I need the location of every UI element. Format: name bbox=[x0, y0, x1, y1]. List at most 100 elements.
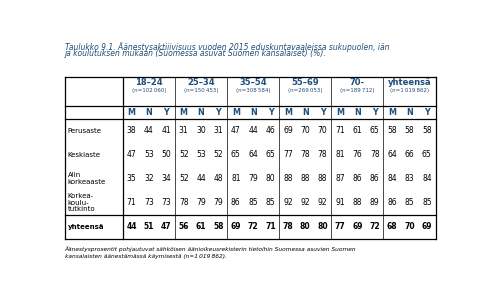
Text: 88: 88 bbox=[353, 198, 362, 207]
Text: N: N bbox=[354, 108, 361, 117]
Text: 47: 47 bbox=[161, 222, 172, 231]
Text: 30: 30 bbox=[196, 126, 206, 135]
Text: 73: 73 bbox=[144, 198, 154, 207]
Text: 31: 31 bbox=[179, 126, 189, 135]
Text: 70: 70 bbox=[318, 126, 328, 135]
Text: 68: 68 bbox=[387, 222, 398, 231]
Text: 32: 32 bbox=[144, 174, 154, 183]
Text: 78: 78 bbox=[370, 150, 380, 159]
Text: 72: 72 bbox=[248, 222, 259, 231]
Text: 86: 86 bbox=[231, 198, 241, 207]
Text: Korkea-
koulu-
tutkinto: Korkea- koulu- tutkinto bbox=[68, 193, 95, 212]
Text: 52: 52 bbox=[214, 150, 223, 159]
Text: 79: 79 bbox=[213, 198, 223, 207]
Text: 65: 65 bbox=[370, 126, 380, 135]
Text: 79: 79 bbox=[196, 198, 206, 207]
Text: 58: 58 bbox=[387, 126, 397, 135]
Text: 53: 53 bbox=[144, 150, 154, 159]
Text: 41: 41 bbox=[161, 126, 171, 135]
Text: (n=1 019 862): (n=1 019 862) bbox=[390, 88, 429, 93]
Text: 77: 77 bbox=[335, 222, 346, 231]
Text: 69: 69 bbox=[352, 222, 363, 231]
Text: 44: 44 bbox=[144, 126, 154, 135]
Text: 70: 70 bbox=[300, 126, 310, 135]
Text: 51: 51 bbox=[144, 222, 154, 231]
Text: ja koulutuksen mukaan (Suomessa asuvat Suomen kansalaiset) (%).: ja koulutuksen mukaan (Suomessa asuvat S… bbox=[65, 49, 326, 58]
Text: 85: 85 bbox=[422, 198, 432, 207]
Text: 81: 81 bbox=[231, 174, 241, 183]
Text: 79: 79 bbox=[248, 174, 258, 183]
Text: 58: 58 bbox=[213, 222, 224, 231]
Text: N: N bbox=[406, 108, 413, 117]
Text: Perusaste: Perusaste bbox=[68, 128, 102, 134]
Text: Keskiaste: Keskiaste bbox=[68, 152, 101, 158]
Text: 34: 34 bbox=[161, 174, 171, 183]
Text: N: N bbox=[250, 108, 257, 117]
Text: 85: 85 bbox=[248, 198, 258, 207]
Text: 88: 88 bbox=[300, 174, 310, 183]
Text: N: N bbox=[146, 108, 152, 117]
Text: 70: 70 bbox=[404, 222, 415, 231]
Text: 69: 69 bbox=[230, 222, 241, 231]
Text: 86: 86 bbox=[387, 198, 397, 207]
Text: 56: 56 bbox=[178, 222, 189, 231]
Text: 52: 52 bbox=[179, 174, 189, 183]
Text: M: M bbox=[284, 108, 292, 117]
Text: Y: Y bbox=[216, 108, 221, 117]
Text: 88: 88 bbox=[318, 174, 328, 183]
Text: 86: 86 bbox=[370, 174, 380, 183]
Text: N: N bbox=[302, 108, 309, 117]
Text: 88: 88 bbox=[283, 174, 293, 183]
Text: 92: 92 bbox=[283, 198, 293, 207]
Text: 85: 85 bbox=[405, 198, 414, 207]
Text: 58: 58 bbox=[422, 126, 432, 135]
Text: yhteensä: yhteensä bbox=[388, 78, 431, 87]
Text: 78: 78 bbox=[179, 198, 189, 207]
Text: Äänestysprosentit pohjautuvat sähköisen äänioikeusrekisterin tietoihin Suomessa : Äänestysprosentit pohjautuvat sähköisen … bbox=[65, 247, 356, 259]
Text: 64: 64 bbox=[387, 150, 397, 159]
Text: 52: 52 bbox=[179, 150, 189, 159]
Text: 91: 91 bbox=[335, 198, 345, 207]
Text: 70-: 70- bbox=[350, 78, 365, 87]
Text: 78: 78 bbox=[282, 222, 293, 231]
Text: 71: 71 bbox=[127, 198, 137, 207]
Text: Alin
korkeaaste: Alin korkeaaste bbox=[68, 172, 106, 185]
Text: 35: 35 bbox=[127, 174, 137, 183]
Text: 87: 87 bbox=[335, 174, 345, 183]
Text: (n=150 453): (n=150 453) bbox=[184, 88, 218, 93]
Text: 64: 64 bbox=[248, 150, 258, 159]
Text: 84: 84 bbox=[387, 174, 397, 183]
Text: 65: 65 bbox=[266, 150, 276, 159]
Text: 69: 69 bbox=[283, 126, 293, 135]
Text: 81: 81 bbox=[335, 150, 345, 159]
Text: M: M bbox=[232, 108, 240, 117]
Text: 85: 85 bbox=[266, 198, 276, 207]
Text: M: M bbox=[388, 108, 396, 117]
Text: 58: 58 bbox=[405, 126, 414, 135]
Text: 78: 78 bbox=[318, 150, 328, 159]
Text: (n=189 712): (n=189 712) bbox=[340, 88, 375, 93]
Text: (n=308 584): (n=308 584) bbox=[236, 88, 270, 93]
Text: 35–54: 35–54 bbox=[239, 78, 267, 87]
Text: 44: 44 bbox=[196, 174, 206, 183]
Text: (n=269 053): (n=269 053) bbox=[288, 88, 323, 93]
Text: Y: Y bbox=[320, 108, 326, 117]
Text: 84: 84 bbox=[422, 174, 432, 183]
Text: Taulukko 9.1. Äänestysaktiiivisuus vuoden 2015 eduskuntavaaleissa sukupuolen, iä: Taulukko 9.1. Äänestysaktiiivisuus vuode… bbox=[65, 42, 389, 52]
Text: 72: 72 bbox=[369, 222, 380, 231]
Text: 80: 80 bbox=[317, 222, 328, 231]
Text: 80: 80 bbox=[300, 222, 311, 231]
Text: 48: 48 bbox=[214, 174, 223, 183]
Text: M: M bbox=[336, 108, 344, 117]
Text: 73: 73 bbox=[161, 198, 171, 207]
Text: 86: 86 bbox=[352, 174, 362, 183]
Text: 61: 61 bbox=[352, 126, 362, 135]
Text: 69: 69 bbox=[421, 222, 432, 231]
Text: 31: 31 bbox=[214, 126, 223, 135]
Text: M: M bbox=[128, 108, 136, 117]
Text: yhteensä: yhteensä bbox=[68, 223, 104, 230]
Text: 65: 65 bbox=[231, 150, 241, 159]
Text: 71: 71 bbox=[335, 126, 345, 135]
Text: 47: 47 bbox=[231, 126, 241, 135]
Text: 18–24: 18–24 bbox=[135, 78, 163, 87]
